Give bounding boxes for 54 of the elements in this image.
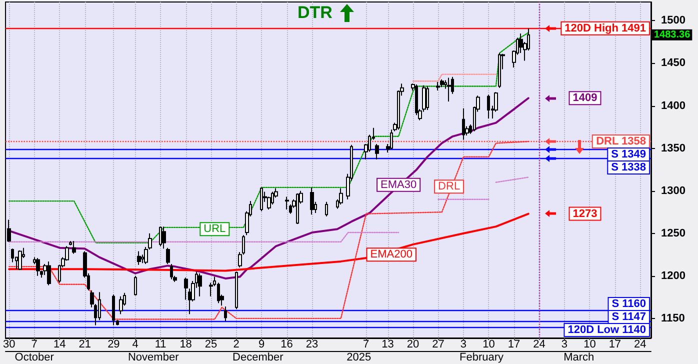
annotation: URL — [204, 223, 226, 236]
x-tick-label: 10 — [584, 338, 596, 350]
ref-line-label: S 1147 — [612, 311, 646, 323]
x2-tick-label: December — [232, 352, 284, 364]
x-tick-label: 17 — [508, 338, 520, 350]
x-tick-label: 29 — [108, 338, 120, 350]
chart-title: DTR — [298, 3, 332, 23]
x-tick-label: 16 — [280, 338, 293, 350]
x-tick-label: 24 — [634, 338, 646, 350]
annotation: 1409 — [572, 92, 598, 104]
ref-line-label: DRL 1358 — [596, 136, 646, 148]
y-tick-label: 1500 — [661, 14, 686, 27]
x-tick-label: 2 — [233, 338, 240, 350]
x-tick-label: 27 — [432, 338, 444, 350]
x-tick-label: 18 — [180, 338, 192, 350]
annotation: DRL — [438, 180, 460, 193]
ref-line-label: S 1160 — [612, 298, 646, 310]
x-tick-label: 14 — [53, 338, 66, 350]
ref-line-label: 120D Low 1140 — [568, 324, 646, 336]
x-tick-label: 7 — [31, 338, 38, 350]
y-tick-label: 1250 — [661, 227, 686, 240]
x-tick-label: 3 — [460, 338, 467, 350]
ref-line-label: S 1338 — [611, 162, 646, 174]
annotation: 1273 — [572, 208, 598, 220]
x2-tick-label: March — [564, 352, 594, 364]
y-tick-label: 1400 — [661, 100, 686, 112]
x-tick-label: 9 — [258, 338, 265, 350]
x-tick-label: 13 — [382, 338, 394, 350]
annotation: EMA30 — [380, 178, 417, 191]
x-tick-label: 10 — [482, 338, 495, 350]
x-tick-label: 24 — [533, 338, 546, 350]
x-tick-label: 17 — [608, 338, 622, 350]
y-tick-label: 1150 — [661, 312, 685, 324]
y-tick-label: 1300 — [661, 184, 686, 197]
x2-tick-label: February — [460, 352, 504, 364]
x-tick-label: 11 — [154, 338, 166, 350]
x-tick-label: 21 — [78, 338, 91, 350]
x-tick-label: 25 — [204, 338, 218, 350]
x2-tick-label: 2025 — [346, 352, 372, 364]
annotation: EMA200 — [370, 248, 412, 261]
ref-line-label: S 1349 — [611, 148, 646, 161]
x-tick-label: 3 — [561, 338, 568, 350]
ref-line-label: 120D High 1491 — [564, 22, 646, 34]
y-tick-label: 1200 — [661, 270, 686, 282]
x-tick-label: 7 — [363, 338, 370, 350]
x-tick-label: 4 — [132, 338, 138, 350]
x-tick-label: 30 — [2, 338, 16, 350]
x-tick-label: 20 — [406, 338, 420, 350]
x-tick-label: 23 — [306, 338, 318, 350]
x2-tick-label: October — [14, 352, 54, 364]
text: 1483.36 — [654, 29, 690, 40]
y-tick-label: 1350 — [661, 142, 686, 154]
y-tick-label: 1450 — [661, 57, 686, 70]
x2-tick-label: November — [128, 352, 180, 364]
